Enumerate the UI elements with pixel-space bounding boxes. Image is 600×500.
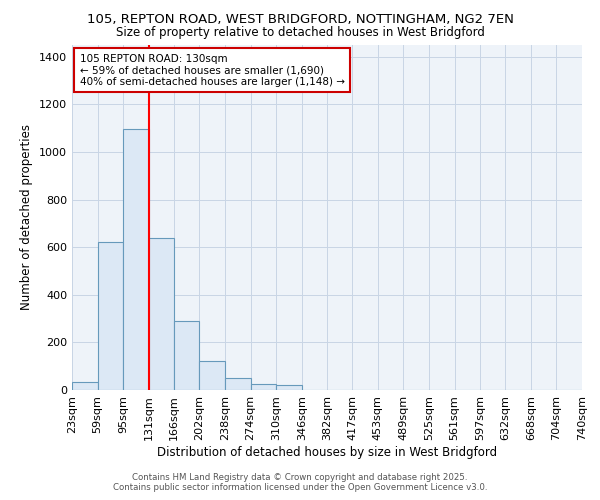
Bar (276, 385, 302, 390)
Bar (199, 362, 225, 390)
Bar (123, 130, 149, 390)
Text: Size of property relative to detached houses in West Bridgford: Size of property relative to detached ho… (116, 26, 484, 39)
Text: 105, REPTON ROAD, WEST BRIDGFORD, NOTTINGHAM, NG2 7EN: 105, REPTON ROAD, WEST BRIDGFORD, NOTTIN… (86, 12, 514, 26)
X-axis label: Distribution of detached houses by size in West Bridgford: Distribution of detached houses by size … (157, 446, 497, 458)
Bar (251, 384, 276, 390)
Bar (98, 242, 123, 390)
Y-axis label: Number of detached properties: Number of detached properties (20, 124, 34, 310)
Text: Contains HM Land Registry data © Crown copyright and database right 2025.
Contai: Contains HM Land Registry data © Crown c… (113, 473, 487, 492)
Bar (225, 378, 251, 390)
Bar (174, 321, 199, 390)
Bar (72, 382, 98, 390)
Text: 105 REPTON ROAD: 130sqm
← 59% of detached houses are smaller (1,690)
40% of semi: 105 REPTON ROAD: 130sqm ← 59% of detache… (80, 54, 344, 87)
Bar (149, 238, 174, 390)
